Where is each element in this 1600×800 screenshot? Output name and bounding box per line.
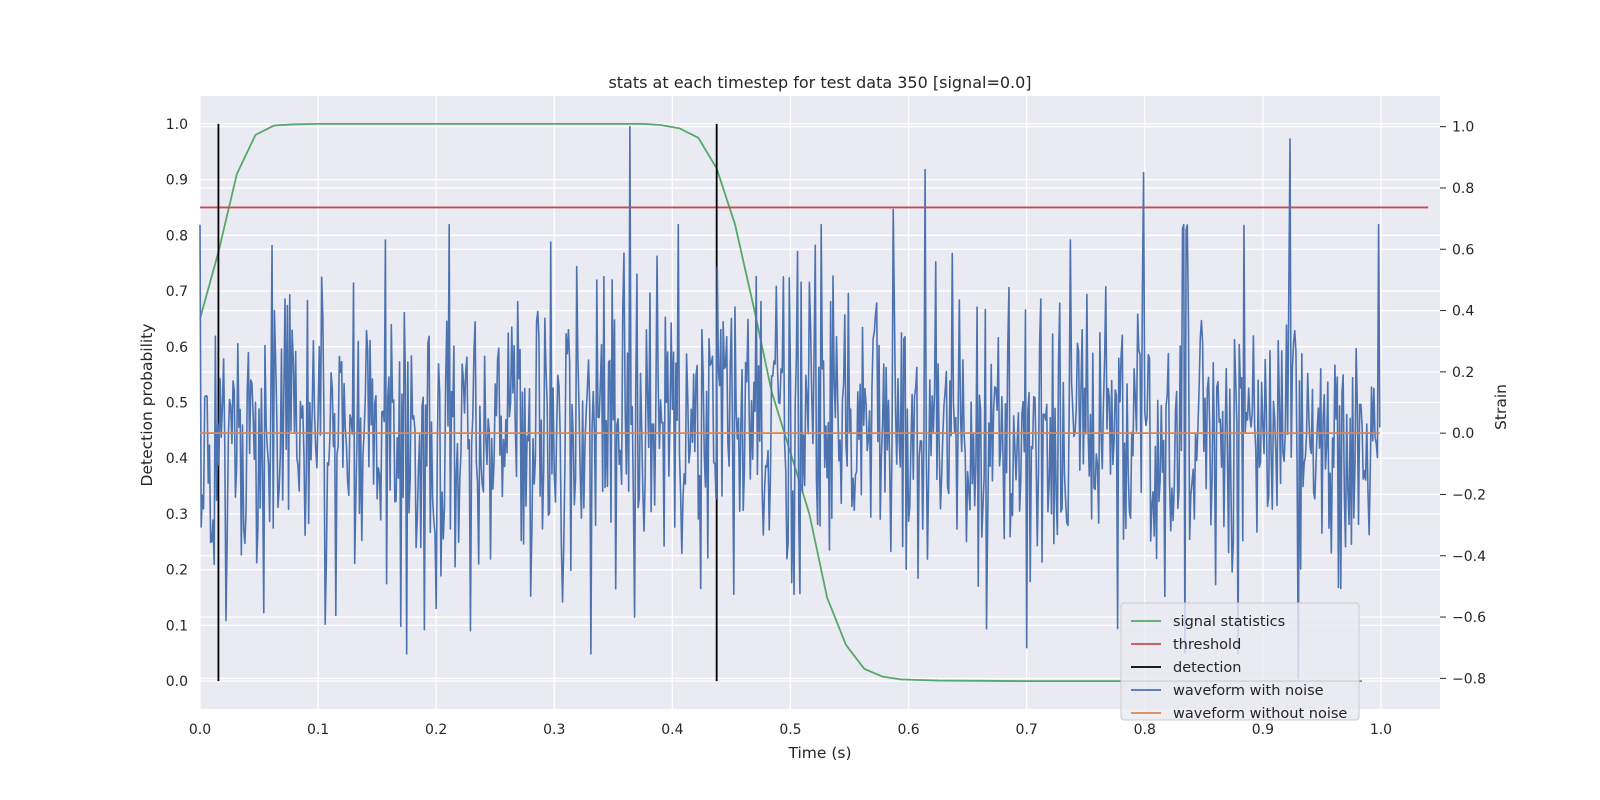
y-axis-label-right: Strain xyxy=(1492,384,1510,430)
y-tick-label-left: 0.8 xyxy=(166,228,188,244)
y-tick-label-right: −0.2 xyxy=(1452,487,1486,503)
y-tick-label-right: 0.2 xyxy=(1452,365,1474,381)
legend-items: signal statistics threshold detection wavef… xyxy=(1131,614,1347,722)
y-tick-label-left: 1.0 xyxy=(166,117,188,133)
y-tick-label-left: 0.1 xyxy=(166,618,188,634)
ticks: 0.0 0.1 0.2 0.3 0.4 0.5 0.6 0.7 0.8 0.9 1.0 0.0 0.1 0… xyxy=(166,117,1486,738)
legend-label: waveform without noise xyxy=(1173,706,1347,722)
x-axis-label: Time (s) xyxy=(787,744,851,762)
x-tick-label: 0.8 xyxy=(1134,722,1156,738)
y-tick-label-left: 0.7 xyxy=(166,284,188,300)
x-tick-label: 0.9 xyxy=(1252,722,1274,738)
y-tick-label-right: −0.8 xyxy=(1452,671,1486,687)
x-tick-label: 0.1 xyxy=(307,722,329,738)
x-tick-label: 0.0 xyxy=(189,722,211,738)
plot-content xyxy=(199,122,1429,683)
x-tick-label: 0.4 xyxy=(661,722,683,738)
y-tick-label-left: 0.0 xyxy=(166,674,188,690)
x-tick-label: 0.5 xyxy=(779,722,801,738)
y-tick-label-right: −0.6 xyxy=(1452,610,1486,626)
y-tick-label-right: 1.0 xyxy=(1452,120,1474,136)
y-tick-label-right: −0.4 xyxy=(1452,549,1486,565)
y-tick-label-left: 0.9 xyxy=(166,173,188,189)
x-tick-label: 0.3 xyxy=(543,722,565,738)
x-tick-label: 0.7 xyxy=(1016,722,1038,738)
series-waveform-with-noise xyxy=(199,125,1381,680)
chart-title: stats at each timestep for test data 350… xyxy=(608,73,1031,92)
y-tick-label-left: 0.6 xyxy=(166,340,188,356)
legend-label: detection xyxy=(1173,660,1241,676)
x-tick-label: 1.0 xyxy=(1370,722,1392,738)
y-tick-label-left: 0.3 xyxy=(166,507,188,523)
series-signal-statistics xyxy=(199,122,1363,683)
x-tick-label: 0.6 xyxy=(897,722,919,738)
y-tick-label-left: 0.5 xyxy=(166,396,188,412)
y-tick-label-left: 0.4 xyxy=(166,451,188,467)
y-tick-label-left: 0.2 xyxy=(166,563,188,579)
y-axis-label-left: Detection probability xyxy=(138,324,156,487)
legend-label: threshold xyxy=(1173,637,1241,653)
y-tick-label-right: 0.6 xyxy=(1452,242,1474,258)
x-tick-label: 0.2 xyxy=(425,722,447,738)
y-tick-label-right: 0.4 xyxy=(1452,304,1474,320)
legend-label: waveform with noise xyxy=(1173,683,1324,699)
legend-label: signal statistics xyxy=(1173,614,1285,630)
y-tick-label-right: 0.8 xyxy=(1452,181,1474,197)
legend-box xyxy=(1120,602,1360,721)
y-tick-label-right: 0.0 xyxy=(1452,426,1474,442)
legend: signal statistics threshold detection wavef… xyxy=(1120,602,1360,722)
